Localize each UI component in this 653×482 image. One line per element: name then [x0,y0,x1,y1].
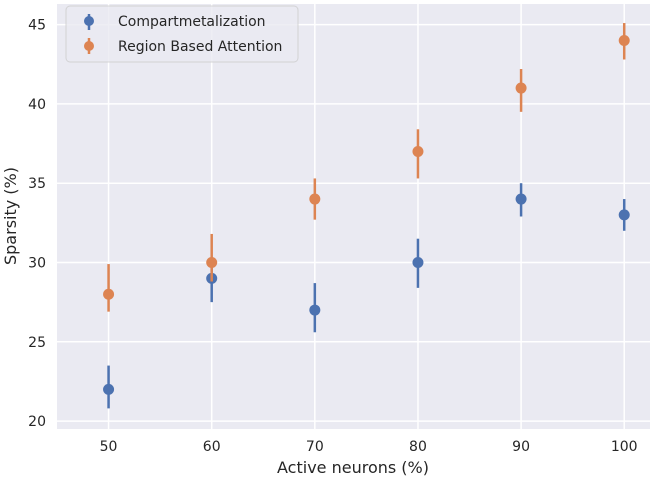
legend: Compartmetalization Region Based Attenti… [65,5,299,63]
data-point [309,193,321,205]
data-point [309,304,321,316]
data-point [515,82,527,94]
y-tick-label: 25 [28,335,46,351]
x-tick-label: 70 [306,439,324,455]
data-point [515,193,527,205]
y-tick-label: 45 [28,18,46,34]
x-tick-label: 100 [611,439,638,455]
legend-box [65,5,299,63]
legend-marker-compartmetalization [84,16,94,26]
series-0 [103,183,630,409]
legend-label-compartmetalization: Compartmetalization [118,14,266,30]
legend-label-region-based-attention: Region Based Attention [118,39,282,55]
x-tick-label: 90 [512,439,530,455]
series-1 [103,23,630,312]
data-marks [103,23,630,409]
plot-background [57,4,650,429]
y-tick-label: 35 [28,176,46,192]
data-point [618,209,630,221]
x-tick-label: 60 [203,439,221,455]
data-point [206,256,218,268]
x-axis-label: Active neurons (%) [277,458,429,477]
data-point [412,145,424,157]
y-tick-label: 40 [28,97,46,113]
x-tick-label: 50 [100,439,118,455]
data-point [618,34,630,46]
y-axis-label: Sparsity (%) [1,167,20,265]
data-point [412,256,424,268]
data-point [103,288,115,300]
tick-labels: 50 60 70 80 90 100 20 25 30 35 40 45 [28,18,637,455]
x-tick-label: 80 [409,439,427,455]
y-tick-label: 30 [28,255,46,271]
data-point [103,383,115,395]
legend-marker-region-based-attention [84,41,94,51]
y-tick-label: 20 [28,414,46,430]
